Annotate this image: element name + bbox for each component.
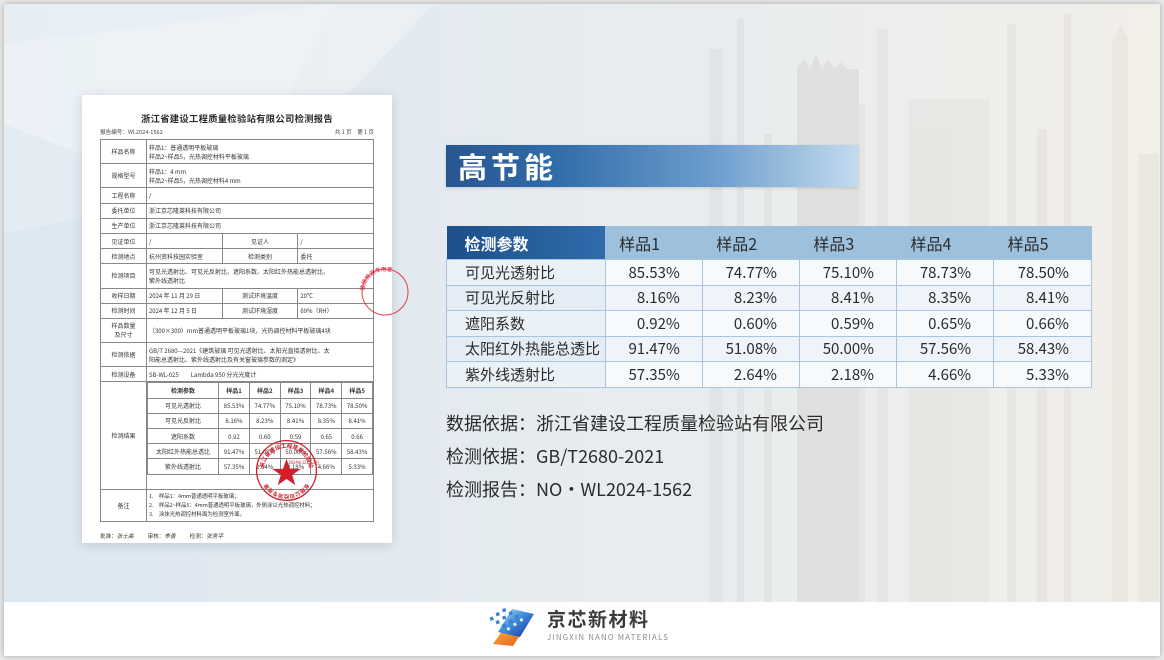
svg-text:2024年12月11日: 2024年12月11日	[288, 459, 319, 466]
svg-text:有限公司检测专用章: 有限公司检测专用章	[261, 481, 311, 500]
svg-text:检验检测专用章: 检验检测专用章	[360, 267, 394, 291]
